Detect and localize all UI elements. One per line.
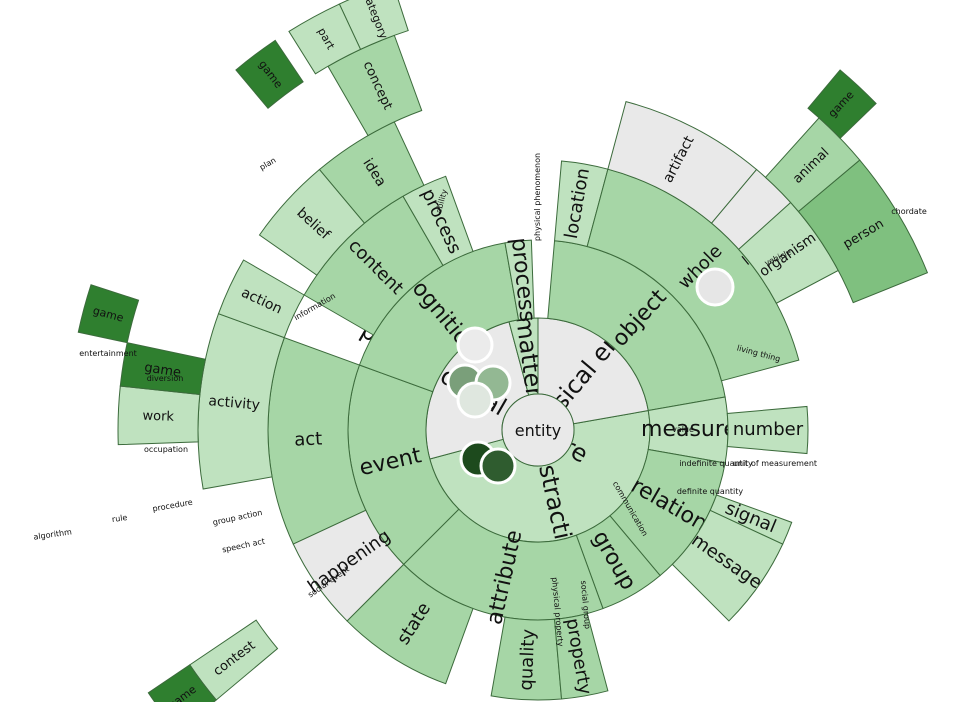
arc-game[interactable]	[235, 39, 304, 109]
small-label: entertainment	[79, 349, 137, 358]
small-label: diversion	[147, 374, 184, 383]
arc-label: measure	[641, 417, 737, 442]
arc-game[interactable]	[119, 342, 207, 396]
arc-quality[interactable]	[490, 616, 563, 701]
arc-property[interactable]	[554, 612, 609, 700]
small-label: occupation	[144, 445, 188, 454]
center-label: entity	[515, 421, 561, 440]
small-label: plan	[258, 156, 277, 172]
highlight-markers	[446, 267, 735, 485]
marker-dot[interactable]	[479, 447, 517, 485]
arc-game[interactable]	[77, 284, 140, 344]
small-label: algorithm	[33, 527, 73, 541]
arc-label: game	[143, 360, 182, 381]
small-label: value	[672, 425, 694, 434]
small-label: definite quantity	[677, 487, 744, 496]
arc-game[interactable]	[147, 664, 217, 702]
arc-label: activity	[208, 393, 261, 413]
small-label: social group	[579, 580, 592, 629]
small-label: indefinite quantity	[679, 459, 753, 468]
small-label: procedure	[152, 498, 194, 514]
small-label: physical phenomenon	[533, 153, 542, 241]
arc-number[interactable]	[726, 405, 809, 455]
arc-belief[interactable]	[258, 168, 366, 276]
small-label: chordate	[891, 207, 927, 216]
arc-game[interactable]	[807, 69, 877, 139]
marker-dot[interactable]	[695, 267, 735, 307]
small-label: unit of measurement	[733, 459, 817, 468]
sunburst-arcs: abstractionpsychological featurematterph…	[77, 0, 929, 702]
marker-dot[interactable]	[456, 326, 494, 364]
arc-idea[interactable]	[318, 121, 425, 224]
marker-dot[interactable]	[456, 381, 494, 419]
arc-label: work	[142, 409, 174, 425]
arc-category[interactable]	[338, 0, 409, 51]
small-label: group action	[212, 508, 263, 527]
arc-action[interactable]	[217, 259, 305, 339]
arc-process[interactable]	[504, 239, 535, 321]
arc-message[interactable]	[671, 509, 784, 622]
arc-signal[interactable]	[709, 494, 793, 545]
arc-label: number	[733, 419, 804, 440]
center-node[interactable]: entity	[501, 393, 575, 467]
arc-label: quality	[516, 628, 540, 691]
arc-label: act	[294, 428, 323, 450]
center-circle[interactable]	[501, 393, 575, 467]
small-label: rule	[111, 513, 128, 524]
arc-happening[interactable]	[292, 509, 405, 622]
arc-part[interactable]	[288, 3, 362, 75]
arc-person[interactable]	[797, 159, 929, 304]
small-label: speech act	[221, 537, 265, 555]
